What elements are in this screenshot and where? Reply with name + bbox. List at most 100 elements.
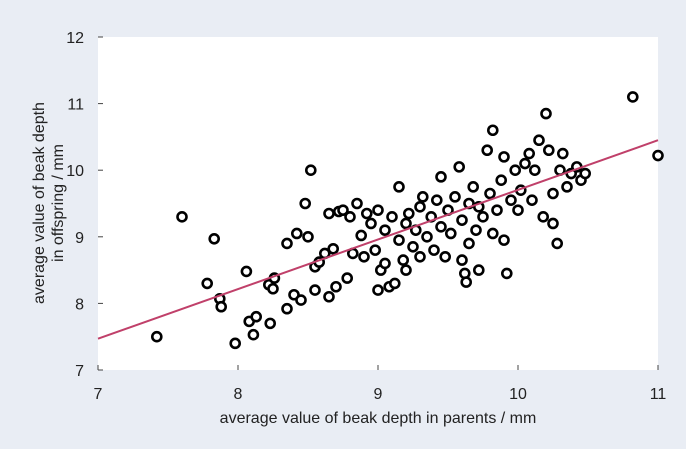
data-point	[460, 276, 473, 288]
data-point	[556, 147, 569, 160]
data-point	[393, 234, 405, 246]
y-tick-label: 11	[67, 97, 84, 114]
x-tick-label: 10	[509, 386, 527, 403]
data-point	[537, 211, 550, 223]
data-point	[652, 149, 664, 162]
data-point	[400, 264, 412, 276]
data-point	[540, 107, 552, 120]
data-point	[505, 194, 517, 206]
data-point	[444, 227, 457, 240]
data-point	[456, 214, 468, 226]
data-point	[250, 310, 263, 323]
data-point	[304, 164, 317, 176]
data-point	[449, 191, 461, 203]
data-point	[526, 194, 538, 206]
data-point	[215, 300, 227, 313]
data-point	[435, 221, 447, 233]
data-point	[486, 124, 499, 137]
data-point	[264, 317, 277, 330]
data-point	[407, 240, 419, 253]
data-point	[523, 147, 536, 160]
data-point	[472, 264, 485, 276]
data-point	[372, 284, 384, 296]
data-point	[290, 227, 303, 240]
data-point	[456, 254, 468, 266]
data-point	[360, 207, 373, 220]
data-point	[481, 144, 494, 157]
data-point	[551, 237, 564, 250]
data-point	[486, 227, 499, 240]
data-point	[386, 211, 398, 223]
data-point	[295, 294, 307, 306]
data-point	[547, 187, 559, 200]
data-point	[397, 254, 410, 266]
trend-line	[97, 139, 659, 340]
data-point	[229, 337, 241, 350]
data-point	[463, 237, 475, 250]
data-point	[491, 204, 503, 216]
y-axis-title-line-1: average value of beak depth	[31, 102, 48, 304]
data-point	[477, 211, 489, 223]
data-point	[533, 134, 545, 147]
data-point	[299, 197, 312, 210]
data-point	[201, 277, 213, 290]
x-axis-title: average value of beak depth in parents /…	[220, 410, 537, 427]
data-point	[414, 250, 426, 263]
data-point	[498, 234, 510, 246]
y-tick-label: 12	[66, 30, 84, 47]
data-point	[484, 187, 496, 200]
data-point	[176, 211, 188, 223]
data-point	[414, 201, 426, 213]
data-point	[416, 191, 429, 203]
data-point	[247, 328, 260, 341]
data-point	[579, 167, 592, 180]
y-axis-title-line-2: in offspring / mm	[50, 144, 67, 262]
data-point	[281, 302, 293, 315]
data-point	[358, 250, 370, 263]
data-point	[327, 242, 340, 255]
x-tick-label: 11	[650, 386, 667, 403]
data-point	[355, 229, 368, 242]
data-point	[388, 277, 401, 290]
data-point	[430, 194, 443, 206]
data-point	[323, 207, 335, 220]
data-point	[500, 267, 513, 280]
data-point	[470, 224, 482, 236]
data-point	[428, 244, 440, 256]
data-point	[365, 217, 377, 230]
data-point	[369, 244, 382, 256]
data-point	[495, 174, 508, 186]
data-point	[528, 164, 541, 176]
data-point	[439, 250, 452, 263]
data-point	[435, 171, 447, 183]
data-point	[302, 231, 314, 243]
data-point	[542, 144, 555, 157]
data-point	[561, 181, 573, 193]
data-point	[421, 231, 433, 243]
data-point	[519, 157, 531, 170]
data-point	[509, 164, 522, 176]
data-point	[547, 217, 559, 230]
x-tick-label: 7	[94, 386, 103, 403]
data-point	[281, 237, 293, 250]
data-point	[379, 224, 391, 236]
y-tick-label: 7	[75, 363, 84, 380]
data-point	[498, 151, 510, 163]
data-point	[240, 265, 253, 278]
data-point	[341, 272, 354, 284]
data-point	[330, 280, 342, 293]
data-point	[402, 207, 415, 220]
data-point	[372, 204, 384, 216]
data-point	[267, 282, 279, 295]
data-point	[208, 232, 220, 245]
data-point	[379, 257, 391, 270]
data-point	[323, 290, 335, 303]
data-point	[344, 211, 356, 223]
data-point	[309, 284, 321, 296]
data-point	[512, 204, 524, 216]
y-tick-label: 10	[66, 163, 84, 180]
data-point	[400, 217, 412, 230]
data-point	[467, 181, 480, 193]
data-point	[351, 197, 363, 210]
